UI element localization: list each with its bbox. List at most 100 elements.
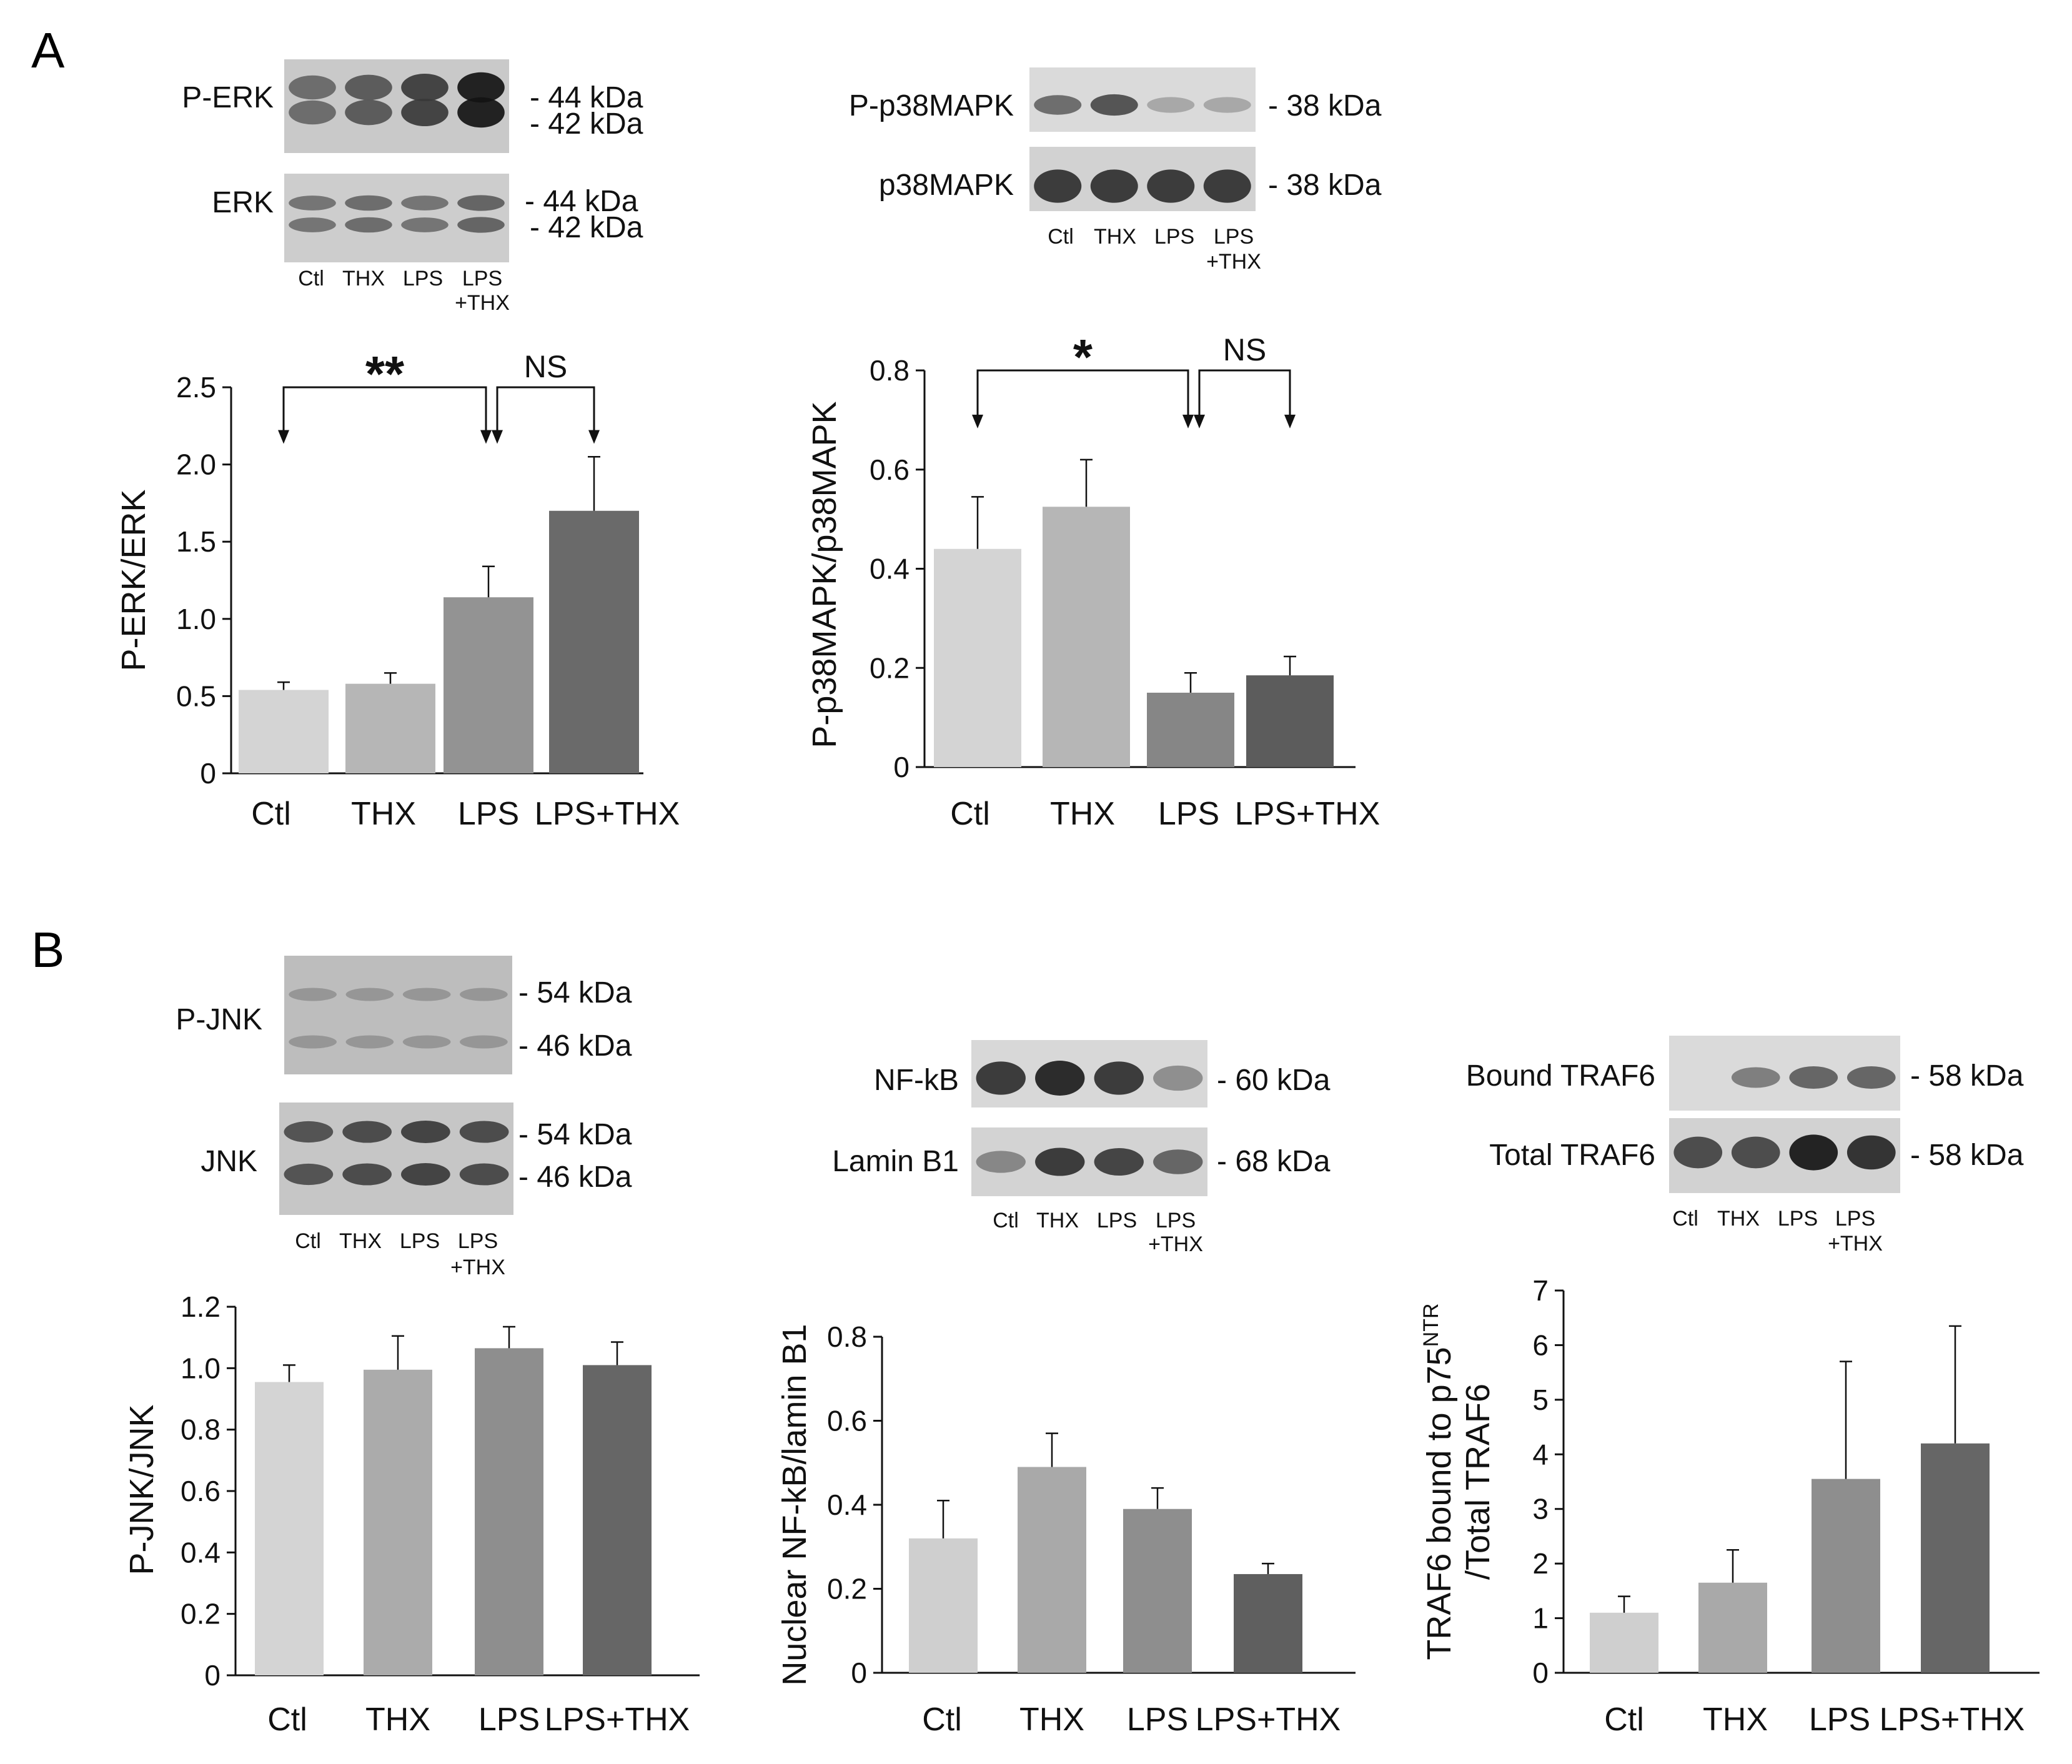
blot-band: [345, 217, 392, 233]
kda-label: - 68 kDa: [1217, 1145, 1331, 1178]
bar-ctl: [1590, 1612, 1658, 1673]
blot-band: [1035, 1061, 1085, 1096]
significance-bracket: [496, 386, 595, 442]
lane-label: LPS: [403, 267, 443, 290]
blot-band: [460, 988, 508, 1001]
kda-label: - 44 kDa: [530, 81, 643, 114]
blot-band: [1153, 1065, 1203, 1091]
blot-band: [345, 99, 392, 126]
blot-band: [459, 1163, 509, 1186]
significance-label: *: [1073, 329, 1093, 385]
kda-label: - 58 kDa: [1910, 1139, 2024, 1172]
lane-label: LPS: [1154, 225, 1194, 249]
blot-band: [457, 217, 505, 233]
blot-band: [345, 1035, 394, 1049]
bar-lps-thx: [1921, 1443, 1990, 1673]
y-tick-label: 1: [1532, 1602, 1549, 1635]
significance-arrowhead: [1182, 414, 1194, 429]
blot-band: [401, 1121, 450, 1143]
blot-band: [402, 988, 451, 1001]
blot-band: [1090, 169, 1138, 203]
panel-letter-b: B: [31, 922, 64, 978]
blot-band: [1731, 1136, 1780, 1169]
blot-band: [1147, 169, 1195, 203]
lane-label: +THX: [1148, 1232, 1203, 1256]
blot-strip: [279, 1102, 513, 1215]
y-tick-label: 0: [893, 751, 910, 783]
y-tick-label: 0: [1532, 1657, 1549, 1689]
lane-label: LPS: [1097, 1209, 1137, 1232]
blot-band: [289, 217, 336, 232]
blot-band: [401, 74, 449, 101]
blot-band: [1035, 1147, 1085, 1176]
x-category-label: THX: [1050, 796, 1115, 832]
kda-label: - 38 kDa: [1268, 169, 1382, 202]
x-category-label: Ctl: [950, 796, 990, 832]
blot-band: [1153, 1149, 1203, 1174]
x-category-label: LPS: [1127, 1702, 1188, 1738]
y-tick-label: 1.2: [181, 1291, 221, 1323]
lane-label: Ctl: [298, 267, 324, 290]
y-tick-label: 6: [1532, 1329, 1549, 1361]
significance-label: **: [365, 346, 405, 402]
y-axis-label-superscript: NTR: [1419, 1303, 1443, 1347]
kda-label: - 44 kDa: [525, 185, 638, 218]
bar-lps: [475, 1348, 543, 1675]
x-category-label: LPS: [478, 1702, 540, 1738]
lane-label: THX: [1094, 225, 1136, 249]
blot-band: [457, 72, 505, 103]
chart-traf6-bound: 0 1 2 3 4 5 6 7 Ctl THX LPS LPS+THX TRAF6 bound to p…: [1419, 1274, 2040, 1738]
lane-label: LPS: [462, 267, 502, 290]
x-category-label: LPS+THX: [1880, 1702, 2025, 1738]
y-tick-label: 5: [1532, 1384, 1549, 1416]
x-category-label: Ctl: [1604, 1702, 1644, 1738]
chart-nuclear-nf-kb: 0 0.2 0.4 0.6 0.8 Ctl THX LPS LPS+THX Nuclear NF-…: [776, 1321, 1356, 1738]
y-tick-label: 0.6: [827, 1405, 867, 1437]
blot-band: [284, 1163, 334, 1186]
blot-band: [976, 1061, 1026, 1095]
bar-thx: [345, 683, 435, 773]
x-category-label: THX: [1703, 1702, 1768, 1738]
kda-label: - 54 kDa: [518, 1118, 632, 1151]
blot-band: [289, 196, 336, 211]
blot-band: [1673, 1136, 1723, 1169]
x-category-label: THX: [365, 1702, 430, 1738]
x-category-label: LPS+THX: [535, 796, 680, 832]
bar-lps: [1147, 692, 1234, 767]
bar-thx: [1043, 507, 1130, 767]
blot-band: [1789, 1066, 1838, 1089]
blot-band: [1846, 1066, 1896, 1089]
y-tick-label: 1.5: [176, 525, 216, 558]
y-tick-label: 0.4: [870, 553, 910, 585]
blot-band: [1034, 169, 1082, 203]
blot-band: [1094, 1061, 1144, 1095]
y-tick-label: 4: [1532, 1438, 1549, 1470]
lane-label: THX: [342, 267, 385, 290]
bar-thx: [1018, 1467, 1086, 1673]
y-tick-label: 2: [1532, 1547, 1549, 1580]
blot-band: [289, 100, 336, 125]
y-tick-label: 0.2: [870, 652, 910, 684]
y-tick-label: 1.0: [181, 1352, 221, 1384]
blot-band: [289, 1035, 337, 1049]
blot-band: [457, 97, 505, 128]
blot-band: [1090, 94, 1138, 116]
bar-ctl: [255, 1382, 324, 1675]
blot-band: [1034, 95, 1082, 115]
kda-label: - 42 kDa: [530, 211, 643, 244]
bar-lps: [1812, 1479, 1880, 1673]
x-category-label: LPS+THX: [1235, 796, 1381, 832]
bar-ctl: [934, 548, 1021, 767]
blot-band: [342, 1121, 392, 1143]
lane-label: +THX: [1828, 1232, 1883, 1256]
y-tick-label: 0.8: [827, 1321, 867, 1353]
lane-label: LPS: [458, 1229, 498, 1253]
y-tick-label: 0.6: [181, 1475, 221, 1507]
kda-label: - 58 kDa: [1910, 1059, 2024, 1093]
chart-p-jnk-jnk: 0 0.2 0.4 0.6 0.8 1.0 1.2 Ctl THX LPS LPS+THX P-JNK…: [123, 1291, 700, 1738]
blot-nfkb: NF-kB Lamin B1 - 60 kDa - 68 kDa Ctl THX…: [832, 1040, 1331, 1256]
lane-label: Ctl: [1048, 225, 1074, 249]
blot-band: [460, 1035, 508, 1049]
kda-label: - 46 kDa: [518, 1029, 632, 1063]
lane-label: LPS: [1214, 225, 1254, 249]
